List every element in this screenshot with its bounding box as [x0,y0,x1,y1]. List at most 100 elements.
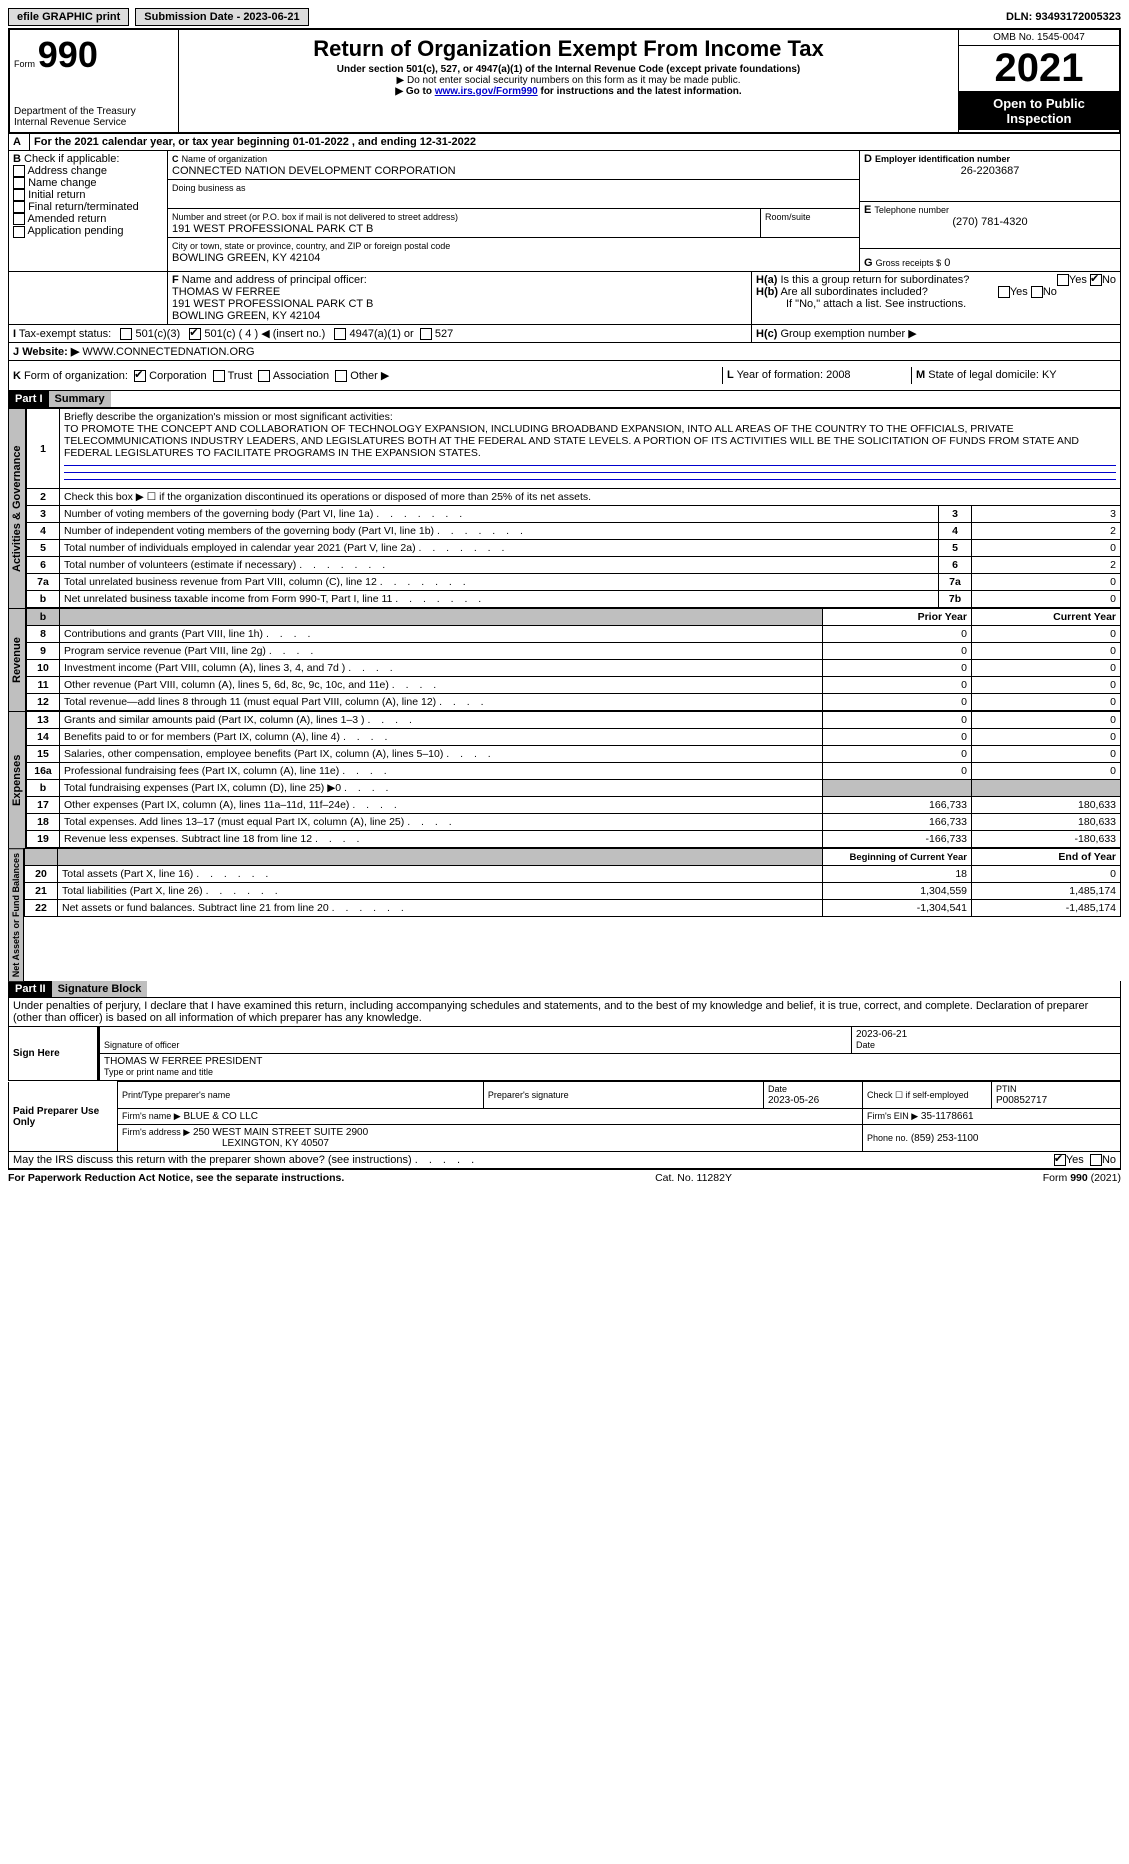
subtitle-3: ▶ Go to www.irs.gov/Form990 for instruct… [183,86,954,97]
form990-link[interactable]: www.irs.gov/Form990 [435,86,538,97]
gross-receipts: 0 [944,257,950,269]
room-label: Room/suite [765,212,811,222]
part2-header: Part IISignature Block [8,981,1121,998]
discuss-row: May the IRS discuss this return with the… [8,1152,1121,1169]
row-a: A For the 2021 calendar year, or tax yea… [8,134,1121,151]
hb-no-checkbox[interactable] [1031,286,1043,298]
col-current: Current Year [972,609,1121,626]
footer-left: For Paperwork Reduction Act Notice, see … [8,1172,344,1184]
b-opt-3-checkbox[interactable] [13,201,25,213]
hc-text: Group exemption number ▶ [780,328,916,340]
label-m: M [916,369,925,381]
tax-year-text: For the 2021 calendar year, or tax year … [30,134,1120,150]
form-label: Form [14,59,35,69]
col-prior: Prior Year [823,609,972,626]
preparer-table: Paid Preparer Use Only Print/Type prepar… [8,1081,1121,1152]
paid-preparer-label: Paid Preparer Use Only [9,1082,118,1152]
k-opt-2-checkbox[interactable] [258,370,270,382]
b-opt-1-checkbox[interactable] [13,177,25,189]
label-l: L [727,369,734,381]
ha-yes-checkbox[interactable] [1057,274,1069,286]
label-a: A [9,134,30,150]
g-caption: Gross receipts $ [876,258,942,268]
street-label: Number and street (or P.O. box if mail i… [172,212,458,222]
dln: DLN: 93493172005323 [1006,11,1121,23]
i-caption: Tax-exempt status: [19,328,111,340]
phone-value: (270) 781-4320 [864,216,1116,228]
vtab-governance: Activities & Governance [8,408,26,608]
k-opt-0-label: Corporation [149,370,206,382]
signature-table: Sign Here Signature of officer 2023-06-2… [8,1027,1121,1081]
i-4947-checkbox[interactable] [334,328,346,340]
b-opt-2-label: Initial return [28,189,85,201]
website-value: WWW.CONNECTEDNATION.ORG [82,346,254,358]
l-caption: Year of formation: [737,369,823,381]
form-number: 990 [38,34,98,75]
i-501c-checkbox[interactable] [189,328,201,340]
b-opt-3-label: Final return/terminated [28,201,139,213]
d-caption: Employer identification number [875,154,1010,164]
label-k: K [13,370,21,382]
open-public: Open to PublicInspection [959,92,1119,130]
i-501c3-checkbox[interactable] [120,328,132,340]
org-name: CONNECTED NATION DEVELOPMENT CORPORATION [172,165,456,177]
k-opt-1-checkbox[interactable] [213,370,225,382]
e-caption: Telephone number [874,205,949,215]
b-opt-0-checkbox[interactable] [13,165,25,177]
b-opt-5-checkbox[interactable] [13,226,25,238]
k-opt-3-checkbox[interactable] [335,370,347,382]
b-caption: Check if applicable: [24,153,119,165]
officer-city: BOWLING GREEN, KY 42104 [172,310,320,322]
year-formation: 2008 [826,369,850,381]
officer-street: 191 WEST PROFESSIONAL PARK CT B [172,298,373,310]
col-beginning: Beginning of Current Year [823,849,972,866]
label-f: F [172,274,179,286]
hb-text: Are all subordinates included? [780,286,927,298]
form-title: Return of Organization Exempt From Incom… [183,36,954,62]
expenses-table: 13Grants and similar amounts paid (Part … [26,711,1121,848]
k-opt-3-label: Other ▶ [350,370,389,382]
top-bar: efile GRAPHIC print Submission Date - 20… [8,8,1121,30]
page-footer: For Paperwork Reduction Act Notice, see … [8,1169,1121,1184]
submission-date-button[interactable]: Submission Date - 2023-06-21 [135,8,308,26]
dept-treasury: Department of the Treasury [14,106,174,117]
subtitle-1: Under section 501(c), 527, or 4947(a)(1)… [183,64,954,75]
b-opt-4-label: Amended return [27,213,106,225]
b-opt-2-checkbox[interactable] [13,189,25,201]
street-value: 191 WEST PROFESSIONAL PARK CT B [172,223,373,235]
i-527-checkbox[interactable] [420,328,432,340]
efile-print-button[interactable]: efile GRAPHIC print [8,8,129,26]
hb-yes-checkbox[interactable] [998,286,1010,298]
form-header: Form 990 Department of the Treasury Inte… [8,30,1121,134]
sign-here-label: Sign Here [9,1027,99,1081]
city-label: City or town, state or province, country… [172,241,450,251]
row-i: I Tax-exempt status: 501(c)(3) 501(c) ( … [8,325,1121,343]
label-d: D [864,153,872,165]
hb-note: If "No," attach a list. See instructions… [756,298,1116,310]
state-domicile: KY [1042,369,1057,381]
j-caption: Website: ▶ [22,346,79,358]
k-opt-1-label: Trust [228,370,253,382]
vtab-expenses: Expenses [8,711,26,848]
label-b: B [13,153,21,165]
block-f-h: F Name and address of principal officer:… [8,272,1121,325]
row-j: J Website: ▶ WWW.CONNECTEDNATION.ORG [8,343,1121,361]
discuss-yes-checkbox[interactable] [1054,1154,1066,1166]
net-table: Beginning of Current Year End of Year 20… [24,848,1121,917]
f-caption: Name and address of principal officer: [182,274,367,286]
k-opt-0-checkbox[interactable] [134,370,146,382]
k-caption: Form of organization: [24,370,128,382]
b-opt-1-label: Name change [28,177,97,189]
dba-label: Doing business as [172,183,246,193]
label-c: C [172,154,179,164]
label-j: J [13,346,19,358]
ha-no-checkbox[interactable] [1090,274,1102,286]
label-g: G [864,257,873,269]
b-opt-4-checkbox[interactable] [13,213,25,225]
block-b-to-g: B Check if applicable: Address change Na… [8,151,1121,272]
perjury-text: Under penalties of perjury, I declare th… [8,998,1121,1027]
discuss-no-checkbox[interactable] [1090,1154,1102,1166]
label-hb: H(b) [756,286,778,298]
label-hc: H(c) [756,328,777,340]
c-name-label: Name of organization [182,154,268,164]
